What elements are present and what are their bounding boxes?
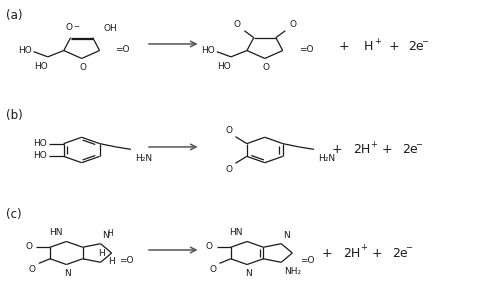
Text: +: + — [331, 144, 342, 156]
Text: HO: HO — [217, 62, 231, 71]
Text: (c): (c) — [6, 208, 22, 221]
Text: H: H — [98, 248, 105, 258]
Text: +: + — [360, 243, 367, 252]
Text: O: O — [79, 63, 86, 72]
Text: =O: =O — [299, 256, 314, 265]
Text: N: N — [64, 269, 71, 278]
Text: +: + — [372, 247, 383, 259]
Text: 2e: 2e — [402, 144, 418, 156]
Text: +: + — [321, 247, 332, 259]
Text: −: − — [74, 24, 80, 30]
Text: 2H: 2H — [353, 144, 370, 156]
Text: O: O — [66, 24, 73, 32]
Text: O: O — [225, 165, 233, 174]
Text: H: H — [364, 41, 373, 53]
Text: O: O — [234, 20, 241, 29]
Text: O: O — [29, 265, 36, 274]
Text: =O: =O — [119, 256, 134, 265]
Text: H₂N: H₂N — [135, 154, 152, 163]
Text: O: O — [289, 20, 296, 29]
Text: OH: OH — [103, 25, 117, 33]
Text: HN: HN — [49, 228, 62, 237]
Text: HO: HO — [33, 151, 47, 160]
Text: H: H — [107, 229, 113, 238]
Text: N: N — [102, 231, 109, 240]
Text: HN: HN — [230, 228, 243, 237]
Text: O: O — [209, 265, 216, 274]
Text: 2e: 2e — [408, 41, 424, 53]
Text: H: H — [108, 257, 115, 266]
Text: −: − — [421, 37, 428, 46]
Text: N: N — [245, 269, 251, 278]
Text: +: + — [339, 41, 349, 53]
Text: N: N — [283, 231, 290, 240]
Text: HO: HO — [201, 46, 215, 55]
Text: H₂N: H₂N — [318, 154, 335, 163]
Text: =O: =O — [298, 45, 313, 54]
Text: NH₂: NH₂ — [284, 267, 301, 276]
Text: +: + — [382, 144, 393, 156]
Text: 2H: 2H — [343, 247, 360, 259]
Text: HO: HO — [34, 62, 48, 71]
Text: +: + — [388, 41, 399, 53]
Text: +: + — [374, 37, 381, 46]
Text: HO: HO — [33, 138, 47, 148]
Text: O: O — [25, 242, 32, 251]
Text: =O: =O — [115, 45, 130, 54]
Text: O: O — [262, 63, 269, 72]
Text: (b): (b) — [6, 109, 23, 122]
Text: (a): (a) — [6, 9, 22, 22]
Text: 2e: 2e — [392, 247, 408, 259]
Text: −: − — [415, 140, 422, 149]
Text: HO: HO — [18, 46, 32, 55]
Text: O: O — [206, 242, 213, 251]
Text: −: − — [405, 243, 412, 252]
Text: O: O — [225, 126, 233, 135]
Text: +: + — [370, 140, 377, 149]
